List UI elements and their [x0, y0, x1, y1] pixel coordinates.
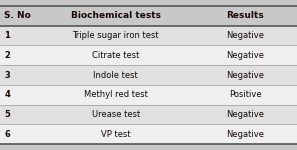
Text: 1: 1 — [4, 31, 10, 40]
Text: Negative: Negative — [226, 31, 264, 40]
Text: Methyl red test: Methyl red test — [84, 90, 148, 99]
Bar — [0, 105, 297, 124]
Text: 5: 5 — [4, 110, 10, 119]
Text: Citrate test: Citrate test — [92, 51, 140, 60]
Text: Negative: Negative — [226, 70, 264, 80]
Text: 3: 3 — [4, 70, 10, 80]
Text: Results: Results — [226, 11, 264, 20]
Text: Triple sugar iron test: Triple sugar iron test — [72, 31, 159, 40]
Text: 6: 6 — [4, 130, 10, 139]
Bar — [0, 26, 297, 45]
Text: Indole test: Indole test — [94, 70, 138, 80]
Text: Negative: Negative — [226, 130, 264, 139]
Text: S. No: S. No — [4, 11, 31, 20]
Bar — [0, 85, 297, 105]
Text: Urease test: Urease test — [92, 110, 140, 119]
Text: Negative: Negative — [226, 51, 264, 60]
Bar — [0, 65, 297, 85]
Text: 2: 2 — [4, 51, 10, 60]
Bar — [0, 124, 297, 144]
Text: 4: 4 — [4, 90, 10, 99]
Text: Biochemical tests: Biochemical tests — [71, 11, 161, 20]
Text: Negative: Negative — [226, 110, 264, 119]
Bar — [0, 6, 297, 26]
Text: Positive: Positive — [229, 90, 261, 99]
Bar — [0, 45, 297, 65]
Text: VP test: VP test — [101, 130, 131, 139]
